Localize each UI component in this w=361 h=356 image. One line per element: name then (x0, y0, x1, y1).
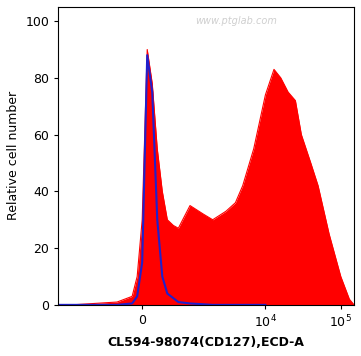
X-axis label: CL594-98074(CD127),ECD-A: CL594-98074(CD127),ECD-A (108, 336, 305, 349)
Y-axis label: Relative cell number: Relative cell number (7, 91, 20, 220)
Text: www.ptglab.com: www.ptglab.com (195, 16, 277, 26)
